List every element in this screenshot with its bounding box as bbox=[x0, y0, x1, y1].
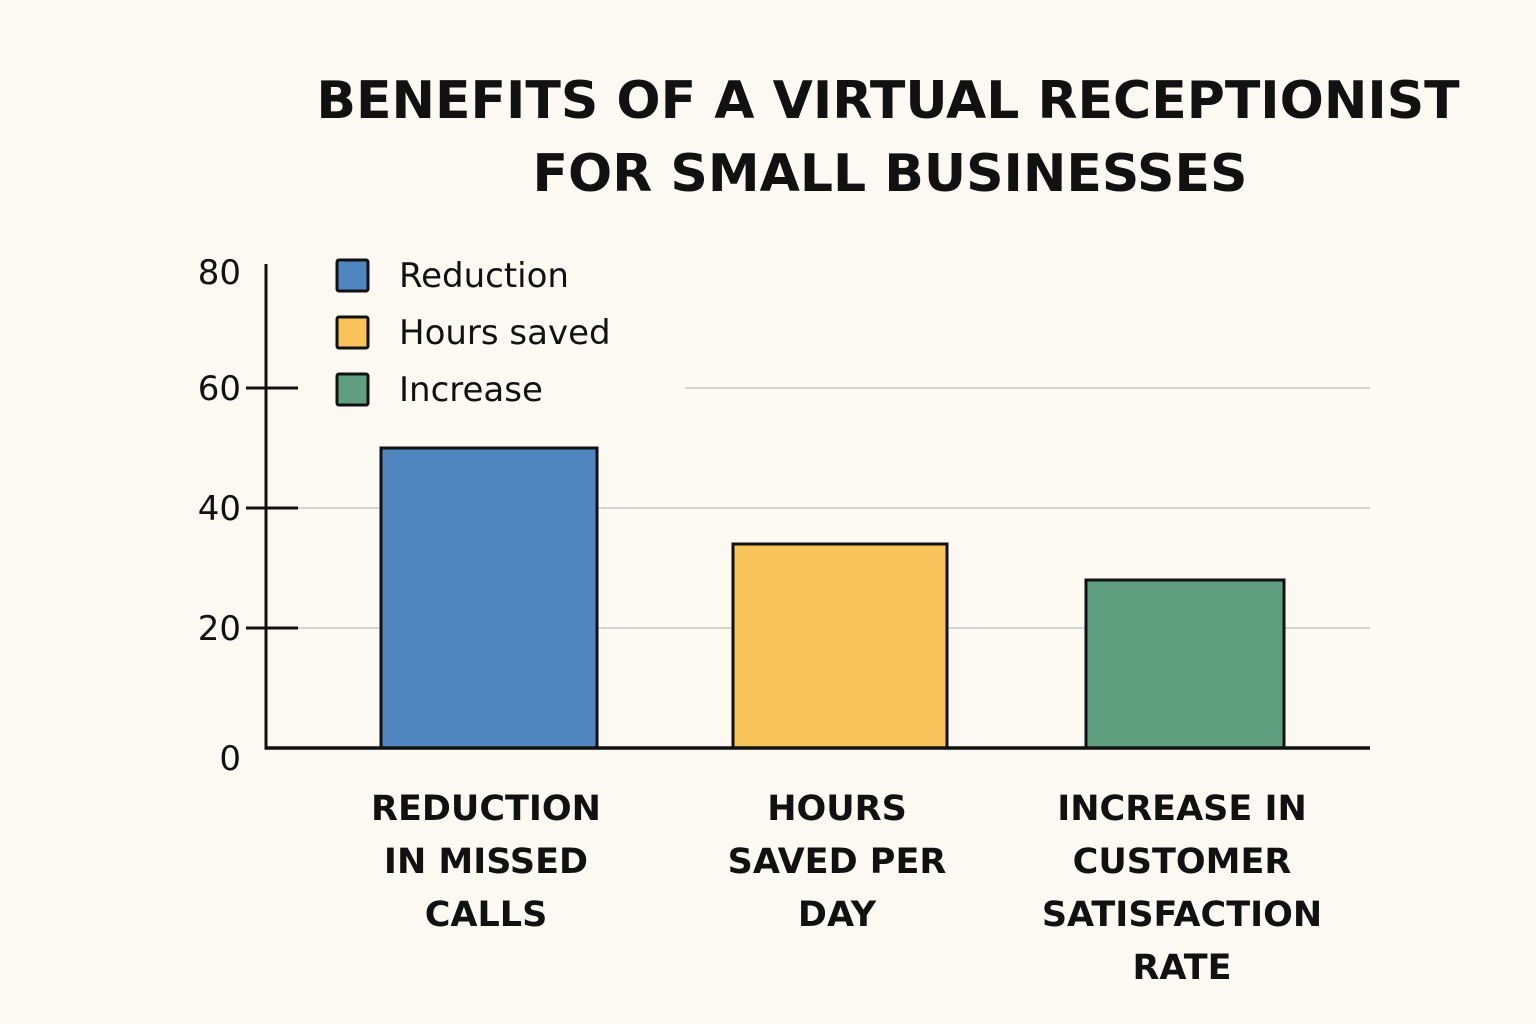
y-tick-label: 0 bbox=[219, 739, 241, 779]
bar-increase bbox=[1084, 578, 1286, 750]
bar-reduction bbox=[379, 446, 599, 750]
y-tick-label: 40 bbox=[198, 489, 241, 529]
x-category-label: IN MISSED bbox=[384, 842, 588, 882]
legend-label: Hours saved bbox=[399, 313, 611, 353]
y-tick-label: 80 bbox=[198, 253, 241, 293]
legend-swatch bbox=[335, 372, 370, 407]
bar-hours-saved bbox=[731, 542, 949, 750]
legend-label: Reduction bbox=[399, 256, 569, 296]
x-category-label: CALLS bbox=[425, 895, 548, 935]
x-category-label: CUSTOMER bbox=[1073, 842, 1292, 882]
x-category-label: SAVED PER bbox=[728, 842, 947, 882]
y-tick-label: 60 bbox=[198, 369, 241, 409]
chart-title-line-1: BENEFITS OF A VIRTUAL RECEPTIONIST bbox=[316, 71, 1460, 131]
x-category-label: INCREASE IN bbox=[1057, 789, 1307, 829]
x-category-label: REDUCTION bbox=[371, 789, 601, 829]
x-category-label: SATISFACTION bbox=[1042, 895, 1322, 935]
legend-label: Increase bbox=[399, 370, 543, 410]
x-category-label: HOURS bbox=[767, 789, 907, 829]
legend-swatch bbox=[335, 258, 370, 293]
chart-title-line-2: FOR SMALL BUSINESSES bbox=[533, 144, 1248, 204]
x-category-label: DAY bbox=[798, 895, 877, 935]
legend-swatch bbox=[335, 315, 370, 350]
x-category-label: RATE bbox=[1132, 948, 1231, 988]
y-tick-label: 20 bbox=[198, 609, 241, 649]
